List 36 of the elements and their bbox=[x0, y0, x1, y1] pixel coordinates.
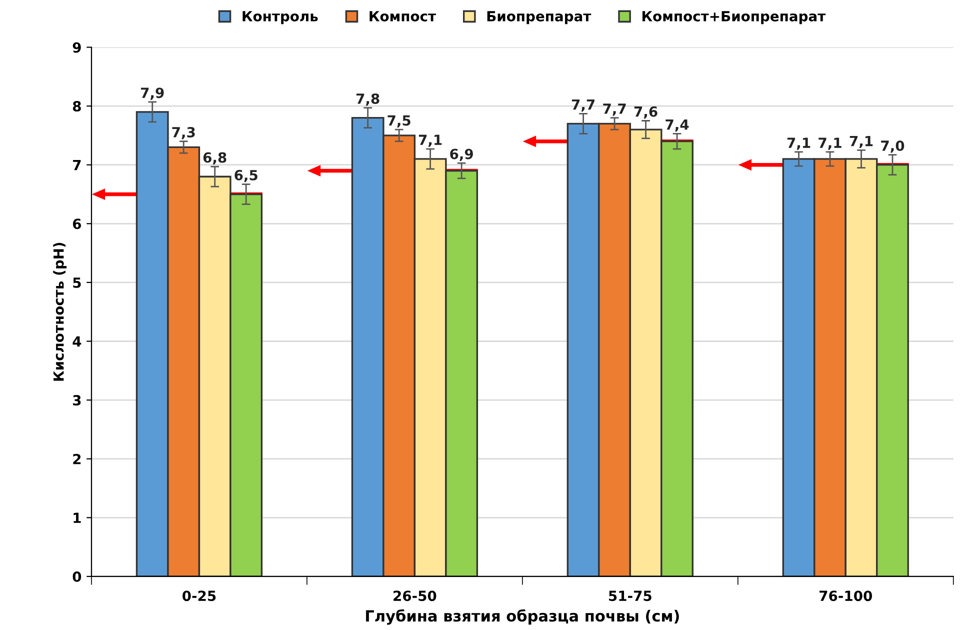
data-label: 7,7 bbox=[572, 100, 594, 112]
x-tick-label: 0-25 bbox=[182, 590, 216, 602]
y-axis-title: Кислотность (pH) bbox=[53, 242, 67, 381]
data-label: 6,5 bbox=[234, 170, 258, 182]
legend-label: Компост+Биопрепарат bbox=[642, 11, 826, 24]
data-label: 7,4 bbox=[666, 119, 689, 132]
y-tick-label: 0 bbox=[72, 571, 82, 582]
y-tick-label: 7 bbox=[73, 160, 81, 170]
y-tick-label: 1 bbox=[74, 512, 81, 523]
data-label: 7,6 bbox=[634, 106, 658, 119]
x-axis-title: Глубина взятия образца почвы (см) bbox=[366, 609, 679, 625]
data-label: 7,7 bbox=[603, 104, 626, 116]
y-tick-label: 5 bbox=[73, 278, 81, 288]
y-tick-label: 6 bbox=[72, 218, 82, 230]
data-label: 7,1 bbox=[418, 134, 442, 147]
y-tick-label: 4 bbox=[72, 336, 82, 347]
data-label: 7,9 bbox=[140, 88, 164, 100]
y-tick-label: 8 bbox=[72, 101, 81, 112]
x-tick-label: 76-100 bbox=[820, 590, 872, 602]
y-tick-label: 3 bbox=[73, 395, 81, 406]
legend-label: Контроль bbox=[242, 11, 318, 24]
data-label: 7,5 bbox=[388, 115, 410, 128]
data-label: 7,1 bbox=[787, 138, 810, 150]
data-label: 7,1 bbox=[818, 138, 842, 150]
data-label: 7,8 bbox=[356, 93, 380, 106]
y-tick-label: 2 bbox=[73, 454, 81, 464]
x-tick-label: 26-50 bbox=[394, 590, 436, 602]
x-tick-label: 51-75 bbox=[609, 590, 652, 602]
data-label: 7,1 bbox=[850, 136, 873, 148]
legend-label: Компост bbox=[370, 11, 436, 22]
data-label: 7,0 bbox=[881, 140, 904, 153]
y-tick-label: 9 bbox=[72, 42, 81, 53]
legend-label: Биопрепарат bbox=[487, 11, 592, 24]
data-label: 6,8 bbox=[203, 152, 226, 165]
data-label: 7,3 bbox=[172, 126, 195, 140]
data-label: 6,9 bbox=[450, 148, 473, 161]
